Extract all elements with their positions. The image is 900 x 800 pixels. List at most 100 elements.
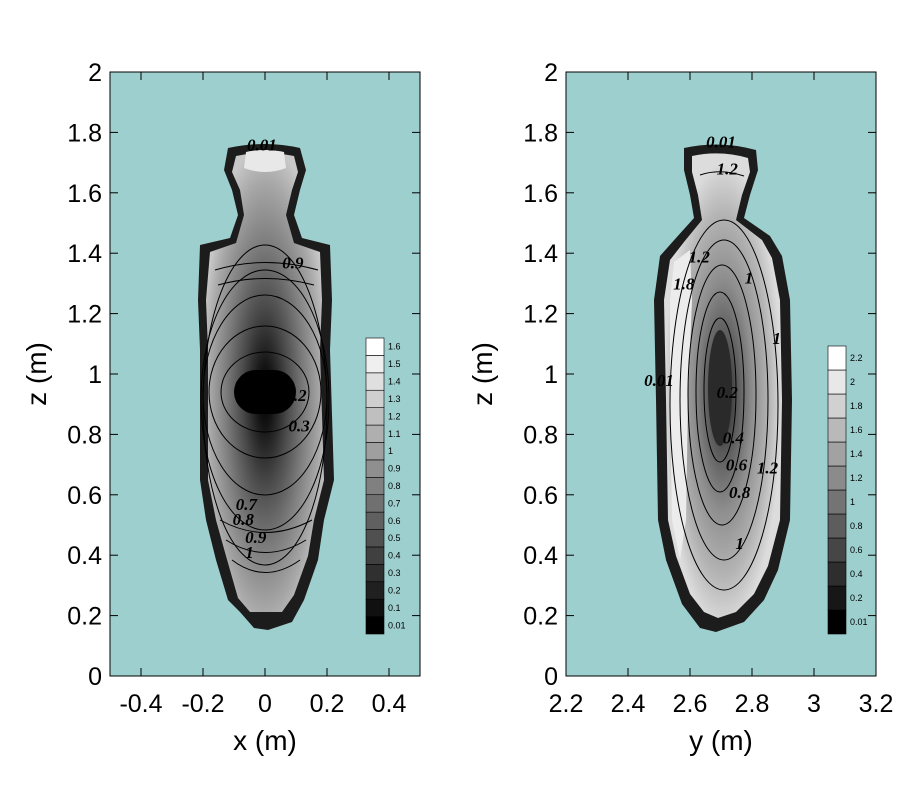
left-y-tick-label: 1 bbox=[88, 361, 102, 389]
right-contour-label: 1 bbox=[745, 268, 754, 287]
right-contour-label: 1.2 bbox=[689, 247, 711, 266]
left-y-tick-label: 0 bbox=[88, 663, 102, 691]
left-y-tick-label: 1.8 bbox=[67, 119, 102, 147]
left-legend-swatch bbox=[365, 546, 385, 565]
right-legend-swatch bbox=[827, 345, 847, 371]
left-head-top bbox=[244, 150, 286, 172]
right-legend-label: 0.01 bbox=[850, 617, 868, 627]
left-legend-label: 1.5 bbox=[388, 359, 401, 369]
left-y-tick-label: 0.2 bbox=[67, 603, 102, 631]
right-legend: 0.01 0.2 0.4 0.6 0.8 1 1.2 1.4 1.6 1.8 2 2.2 bbox=[827, 345, 868, 635]
right-legend-label: 1.8 bbox=[850, 401, 863, 411]
right-legend-label: 1 bbox=[850, 497, 855, 507]
left-legend-swatch bbox=[365, 494, 385, 513]
right-panel: 0.01 1.2 1.2 1.8 1 1 0.01 0.2 0.4 0.6 0.8 1.2 1 0.01… bbox=[467, 59, 893, 756]
left-x-tick-label: -0.4 bbox=[119, 690, 162, 718]
left-legend-swatch bbox=[365, 355, 385, 374]
left-legend-swatch bbox=[365, 598, 385, 617]
right-contour-label: 1.2 bbox=[757, 459, 779, 478]
right-x-tick-label: 2.8 bbox=[735, 690, 770, 718]
left-legend-label: 1.3 bbox=[388, 394, 401, 404]
left-y-tick-label: 1.4 bbox=[67, 240, 102, 268]
right-legend-label: 2.2 bbox=[850, 353, 863, 363]
left-legend-label: 0.1 bbox=[388, 603, 401, 613]
right-legend-swatch bbox=[827, 561, 847, 587]
right-legend-label: 0.4 bbox=[850, 569, 863, 579]
right-y-tick-label: 0.2 bbox=[523, 603, 558, 631]
right-contour-label: 1 bbox=[773, 329, 782, 348]
left-legend-swatch bbox=[365, 337, 385, 356]
left-legend-swatch bbox=[365, 459, 385, 478]
left-legend-swatch bbox=[365, 511, 385, 530]
right-legend-label: 2 bbox=[850, 377, 855, 387]
left-legend-label: 0.5 bbox=[388, 533, 401, 543]
right-y-tick-label: 1 bbox=[544, 361, 558, 389]
right-isolines bbox=[669, 171, 779, 591]
right-contour-label: 0.01 bbox=[706, 133, 736, 152]
left-contour-label: 0.9 bbox=[282, 253, 304, 272]
left-core-region bbox=[234, 370, 296, 414]
right-contour-label: 0.01 bbox=[644, 371, 674, 390]
left-legend-label: 1.1 bbox=[388, 429, 401, 439]
right-x-axis-label: y (m) bbox=[689, 725, 753, 756]
right-y-tick-label: 1.8 bbox=[523, 119, 558, 147]
left-y-tick-label: 1.6 bbox=[67, 180, 102, 208]
left-legend-swatch bbox=[365, 564, 385, 583]
right-x-ticks: 2.2 2.4 2.6 2.8 3 3.2 bbox=[549, 72, 894, 718]
left-x-tick-label: 0.4 bbox=[372, 690, 407, 718]
left-y-ticks: 0 0.2 0.4 0.6 0.8 1 1.2 1.4 1.6 1.8 2 bbox=[67, 59, 420, 691]
left-y-axis-label: z (m) bbox=[21, 342, 52, 406]
right-x-tick-label: 3.2 bbox=[859, 690, 894, 718]
right-legend-label: 0.2 bbox=[850, 593, 863, 603]
right-contour-label: 1.8 bbox=[673, 274, 695, 293]
left-legend-label: 1.2 bbox=[388, 411, 401, 421]
left-y-tick-label: 0.6 bbox=[67, 482, 102, 510]
right-legend-swatch bbox=[827, 609, 847, 635]
left-x-axis-label: x (m) bbox=[233, 725, 297, 756]
left-contour-label: 0.9 bbox=[245, 528, 267, 547]
right-contour-label: 0.8 bbox=[729, 483, 751, 502]
right-y-tick-label: 1.4 bbox=[523, 240, 558, 268]
left-legend-label: 0.4 bbox=[388, 551, 401, 561]
right-y-axis-label: z (m) bbox=[467, 342, 498, 406]
right-legend-swatch bbox=[827, 537, 847, 563]
right-legend-swatch bbox=[827, 489, 847, 515]
right-x-tick-label: 2.2 bbox=[549, 690, 584, 718]
left-legend-label: 0.6 bbox=[388, 516, 401, 526]
left-y-tick-label: 1.2 bbox=[67, 301, 102, 329]
right-x-tick-label: 2.6 bbox=[673, 690, 708, 718]
right-legend-swatch bbox=[827, 585, 847, 611]
left-body-contour: 0.010.90.70.80.910.20.3 bbox=[198, 136, 334, 630]
right-y-tick-label: 0 bbox=[544, 663, 558, 691]
right-contour-label: 0.6 bbox=[726, 456, 748, 475]
right-y-tick-label: 2 bbox=[544, 59, 558, 87]
left-legend-label: 0.7 bbox=[388, 498, 401, 508]
left-legend-label: 0.8 bbox=[388, 481, 401, 491]
right-legend-label: 0.8 bbox=[850, 521, 863, 531]
left-legend-label: 0.01 bbox=[388, 620, 406, 630]
left-legend-swatch bbox=[365, 442, 385, 461]
right-legend-swatch bbox=[827, 465, 847, 491]
right-y-ticks: 0 0.2 0.4 0.6 0.8 1 1.2 1.4 1.6 1.8 2 bbox=[523, 59, 876, 691]
right-y-tick-label: 1.2 bbox=[523, 301, 558, 329]
right-contour-label: 0.4 bbox=[723, 428, 744, 447]
left-contour-label: 0.2 bbox=[285, 386, 307, 405]
left-legend-swatch bbox=[365, 407, 385, 426]
left-legend-swatch bbox=[365, 476, 385, 496]
left-legend-swatch bbox=[365, 389, 385, 408]
right-legend-label: 1.4 bbox=[850, 449, 863, 459]
left-y-tick-label: 2 bbox=[88, 59, 102, 87]
left-contour-label: 1 bbox=[245, 543, 254, 562]
left-contour-label: 0.3 bbox=[288, 416, 310, 435]
left-contour-label: 0.8 bbox=[233, 510, 255, 529]
right-contour-label: 1.2 bbox=[717, 160, 739, 179]
right-x-tick-label: 3 bbox=[807, 690, 821, 718]
right-legend-swatch bbox=[827, 513, 847, 539]
left-isolines bbox=[200, 244, 330, 573]
right-y-tick-label: 0.6 bbox=[523, 482, 558, 510]
right-y-tick-label: 0.4 bbox=[523, 542, 558, 570]
left-x-tick-label: 0.2 bbox=[310, 690, 345, 718]
right-y-tick-label: 0.8 bbox=[523, 421, 558, 449]
right-x-tick-label: 2.4 bbox=[611, 690, 646, 718]
right-legend-label: 1.2 bbox=[850, 473, 863, 483]
